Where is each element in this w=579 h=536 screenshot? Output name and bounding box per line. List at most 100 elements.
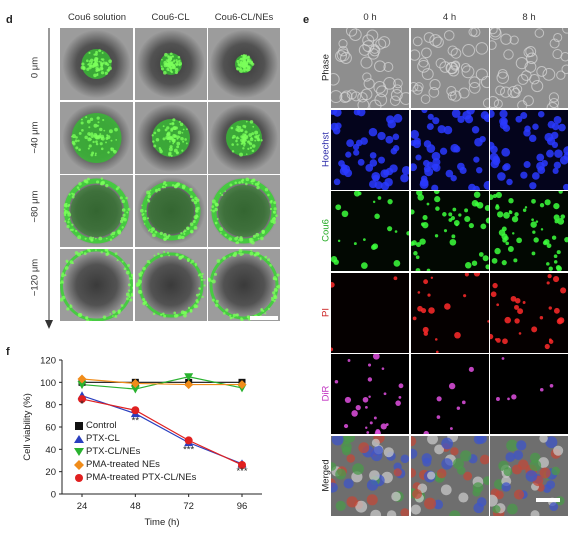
cell-image bbox=[410, 272, 489, 353]
spheroid-image bbox=[134, 248, 207, 321]
legend-marker-control bbox=[75, 421, 83, 430]
cell-image bbox=[490, 435, 568, 516]
legend-label-pma-ptx-cl-nes: PMA-treated PTX-CL/NEs bbox=[86, 472, 197, 483]
spheroid-image bbox=[134, 175, 207, 247]
x-axis-label: Time (h) bbox=[144, 517, 179, 528]
series-line-2 bbox=[81, 376, 243, 390]
y-tick-label: 60 bbox=[45, 423, 56, 434]
data-point-3-2 bbox=[184, 380, 194, 390]
data-point-2-1 bbox=[130, 385, 140, 394]
panel-e-row-label: Cou6 bbox=[320, 219, 332, 242]
y-tick-label: 20 bbox=[45, 467, 56, 478]
panel-d-col-0: Cou6 solution bbox=[67, 12, 127, 23]
cell-image bbox=[410, 354, 489, 434]
panel-d-col-2: Cou6-CL/NEs bbox=[214, 12, 274, 23]
y-tick-label: 80 bbox=[45, 400, 56, 411]
spheroid-image bbox=[60, 175, 133, 247]
scale-bar bbox=[536, 498, 560, 502]
cell-image bbox=[490, 28, 568, 108]
cell-image bbox=[490, 272, 568, 353]
spheroid-image bbox=[208, 28, 280, 100]
scale-bar bbox=[250, 316, 278, 320]
cell-image bbox=[331, 354, 409, 434]
data-point-4-0 bbox=[78, 395, 86, 404]
legend-marker-ptx-cl-nes bbox=[74, 447, 84, 456]
significance-mark: * bbox=[80, 399, 84, 410]
series-line-4 bbox=[81, 398, 243, 466]
panel-d-depth-2: −80 μm bbox=[29, 190, 41, 223]
spheroid-image bbox=[208, 101, 280, 174]
spheroid-image bbox=[134, 101, 207, 174]
panel-d-col-1: Cou6-CL bbox=[151, 12, 190, 23]
spheroid-image-grid bbox=[60, 28, 281, 326]
data-point-2-2 bbox=[184, 373, 194, 382]
panel-e-row-label: DiR bbox=[320, 385, 332, 402]
legend-marker-ptx-cl bbox=[74, 434, 84, 443]
legend-item-ptx-cl-nes: PTX-CL/NEs bbox=[72, 445, 196, 458]
data-point-4-3 bbox=[238, 460, 246, 469]
spheroid-image bbox=[60, 248, 133, 321]
cell-image bbox=[410, 191, 489, 271]
y-tick-label: 0 bbox=[51, 490, 56, 501]
panel-e-row-label: PI bbox=[320, 307, 332, 317]
data-point-3-3 bbox=[237, 380, 247, 390]
panel-e-row-label: Hoechst bbox=[320, 131, 332, 167]
panel-e-row-label: Phase bbox=[320, 54, 332, 81]
significance-mark: *** bbox=[183, 445, 194, 456]
spheroid-image bbox=[208, 248, 280, 321]
cell-image bbox=[331, 435, 409, 516]
y-tick-label: 120 bbox=[40, 356, 56, 367]
panel-d-depth-3: −120 μm bbox=[29, 258, 41, 297]
data-point-2-0 bbox=[77, 381, 87, 390]
legend-marker-pma-nes bbox=[74, 459, 84, 470]
data-point-4-1 bbox=[131, 406, 140, 415]
significance-mark: ** bbox=[132, 416, 140, 427]
panel-e-label: e bbox=[303, 14, 310, 26]
spheroid-image bbox=[60, 28, 133, 100]
cell-image bbox=[490, 354, 568, 434]
depth-arrow bbox=[45, 28, 53, 329]
cell-image bbox=[331, 272, 409, 353]
legend-item-pma-nes: PMA-treated NEs bbox=[72, 458, 196, 471]
legend-label-pma-nes: PMA-treated NEs bbox=[86, 459, 160, 470]
panel-f-label: f bbox=[6, 346, 10, 358]
series-line-3 bbox=[81, 378, 242, 386]
legend-item-control: Control bbox=[72, 419, 196, 432]
cell-image bbox=[331, 109, 409, 190]
data-point-3-0 bbox=[77, 374, 87, 384]
spheroid-image bbox=[60, 101, 133, 174]
cell-image bbox=[410, 435, 489, 516]
x-tick-label: 72 bbox=[183, 501, 194, 512]
y-tick-label: 100 bbox=[40, 378, 56, 389]
cell-image bbox=[410, 109, 489, 190]
spheroid-image bbox=[134, 28, 207, 100]
chart-legend: Control PTX-CL PTX-CL/NEs PMA-treated NE… bbox=[72, 419, 196, 484]
panel-d-label: d bbox=[6, 14, 13, 26]
legend-label-control: Control bbox=[86, 420, 117, 431]
cell-image bbox=[490, 109, 568, 190]
panel-d-depth-0: 0 μm bbox=[29, 56, 41, 79]
cell-image bbox=[410, 28, 489, 108]
legend-label-ptx-cl: PTX-CL bbox=[86, 433, 120, 444]
viability-chart: 0 20 40 60 80 100 120 24 48 72 96 Time (h) Cell viab… bbox=[22, 356, 262, 528]
legend-item-pma-ptx-cl-nes: PMA-treated PTX-CL/NEs bbox=[72, 471, 196, 484]
panel-e-col-0: 0 h bbox=[363, 12, 377, 23]
legend-label-ptx-cl-nes: PTX-CL/NEs bbox=[86, 446, 141, 457]
data-point-3-1 bbox=[130, 378, 140, 388]
panel-e-col-1: 4 h bbox=[442, 12, 457, 23]
cell-image bbox=[331, 191, 409, 271]
x-tick-label: 96 bbox=[237, 501, 248, 512]
cell-image bbox=[490, 191, 568, 271]
x-tick-label: 24 bbox=[77, 501, 88, 512]
panel-d-depth-1: −40 μm bbox=[29, 121, 41, 154]
y-axis-label: Cell viability (%) bbox=[22, 393, 33, 461]
cell-image bbox=[331, 28, 409, 108]
panel-e-row-label: Merged bbox=[320, 458, 332, 492]
x-tick-label: 48 bbox=[130, 501, 141, 512]
legend-item-ptx-cl: PTX-CL bbox=[72, 432, 196, 445]
legend-marker-pma-ptx-cl-nes bbox=[75, 473, 83, 482]
data-point-4-2 bbox=[184, 436, 193, 445]
panel-e-col-2: 8 h bbox=[522, 12, 536, 23]
spheroid-image bbox=[208, 175, 280, 247]
significance-mark: *** bbox=[236, 466, 247, 477]
